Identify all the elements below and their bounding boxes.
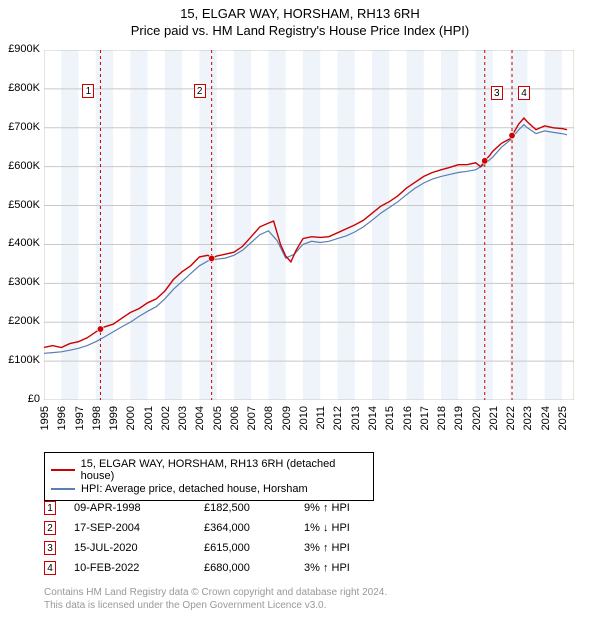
legend-label: HPI: Average price, detached house, Hors… xyxy=(81,483,308,495)
sales-row-marker: 4 xyxy=(44,561,56,575)
x-tick-label: 2017 xyxy=(419,406,431,430)
x-tick-label: 2011 xyxy=(315,406,327,430)
y-tick-label: £700K xyxy=(0,121,40,133)
y-tick-label: £100K xyxy=(0,354,40,366)
x-tick-label: 1997 xyxy=(74,406,86,430)
x-tick-label: 2010 xyxy=(298,406,310,430)
sales-row-diff: 3% ↑ HPI xyxy=(304,542,394,554)
x-tick-label: 1998 xyxy=(91,406,103,430)
sales-row-marker: 3 xyxy=(44,541,56,555)
x-tick-label: 2020 xyxy=(471,406,483,430)
sale-marker-box: 3 xyxy=(491,86,503,100)
legend-row: 15, ELGAR WAY, HORSHAM, RH13 6RH (detach… xyxy=(51,458,367,482)
sales-row-price: £615,000 xyxy=(204,542,304,554)
x-tick-label: 2019 xyxy=(453,406,465,430)
chart-svg xyxy=(44,50,574,400)
x-tick-label: 2008 xyxy=(263,406,275,430)
y-tick-label: £600K xyxy=(0,160,40,172)
y-tick-label: £500K xyxy=(0,199,40,211)
x-tick-label: 2009 xyxy=(281,406,293,430)
title-subtitle: Price paid vs. HM Land Registry's House … xyxy=(0,23,600,38)
sales-row: 1 09-APR-1998£182,5009% ↑ HPI xyxy=(44,498,394,518)
x-tick-label: 2015 xyxy=(384,406,396,430)
sales-row-date: 17-SEP-2004 xyxy=(74,522,204,534)
sales-row-price: £364,000 xyxy=(204,522,304,534)
x-tick-label: 2001 xyxy=(143,406,155,430)
sales-row-price: £680,000 xyxy=(204,562,304,574)
sales-row-marker: 1 xyxy=(44,501,56,515)
sales-row-marker: 2 xyxy=(44,521,56,535)
x-tick-label: 2004 xyxy=(194,406,206,430)
sales-row-date: 15-JUL-2020 xyxy=(74,542,204,554)
legend-label: 15, ELGAR WAY, HORSHAM, RH13 6RH (detach… xyxy=(81,458,367,482)
y-tick-label: £900K xyxy=(0,43,40,55)
x-tick-label: 1996 xyxy=(56,406,68,430)
legend: 15, ELGAR WAY, HORSHAM, RH13 6RH (detach… xyxy=(44,452,374,501)
sale-marker-box: 4 xyxy=(518,86,530,100)
footer-line2: This data is licensed under the Open Gov… xyxy=(44,599,387,612)
x-tick-label: 2007 xyxy=(246,406,258,430)
x-tick-label: 2002 xyxy=(160,406,172,430)
x-tick-label: 2006 xyxy=(229,406,241,430)
x-tick-label: 2023 xyxy=(522,406,534,430)
x-tick-label: 2018 xyxy=(436,406,448,430)
x-tick-label: 2024 xyxy=(540,406,552,430)
sales-row-date: 10-FEB-2022 xyxy=(74,562,204,574)
y-tick-label: £300K xyxy=(0,276,40,288)
sales-row-price: £182,500 xyxy=(204,502,304,514)
legend-row: HPI: Average price, detached house, Hors… xyxy=(51,483,367,495)
legend-swatch xyxy=(51,469,75,471)
y-tick-label: £800K xyxy=(0,82,40,94)
x-tick-label: 2000 xyxy=(125,406,137,430)
sales-row: 4 10-FEB-2022£680,0003% ↑ HPI xyxy=(44,558,394,578)
sale-marker-box: 2 xyxy=(194,84,206,98)
title-address: 15, ELGAR WAY, HORSHAM, RH13 6RH xyxy=(0,6,600,21)
sales-table: 1 09-APR-1998£182,5009% ↑ HPI 2 17-SEP-2004… xyxy=(44,498,394,578)
sales-row-diff: 9% ↑ HPI xyxy=(304,502,394,514)
sale-marker-box: 1 xyxy=(82,84,94,98)
sales-row: 2 17-SEP-2004£364,0001% ↓ HPI xyxy=(44,518,394,538)
y-tick-label: £0 xyxy=(0,393,40,405)
x-tick-label: 2016 xyxy=(402,406,414,430)
x-tick-label: 2021 xyxy=(488,406,500,430)
chart xyxy=(44,50,574,400)
sales-row-diff: 1% ↓ HPI xyxy=(304,522,394,534)
x-tick-label: 2025 xyxy=(557,406,569,430)
sales-row-date: 09-APR-1998 xyxy=(74,502,204,514)
x-tick-label: 2003 xyxy=(177,406,189,430)
sales-row: 3 15-JUL-2020£615,0003% ↑ HPI xyxy=(44,538,394,558)
footer-attribution: Contains HM Land Registry data © Crown c… xyxy=(44,586,387,612)
page-container: 15, ELGAR WAY, HORSHAM, RH13 6RH Price p… xyxy=(0,0,600,620)
x-tick-label: 2012 xyxy=(332,406,344,430)
legend-swatch xyxy=(51,488,75,490)
x-tick-label: 2022 xyxy=(505,406,517,430)
x-tick-label: 1995 xyxy=(39,406,51,430)
x-tick-label: 2014 xyxy=(367,406,379,430)
title-block: 15, ELGAR WAY, HORSHAM, RH13 6RH Price p… xyxy=(0,0,600,38)
y-tick-label: £400K xyxy=(0,237,40,249)
x-tick-label: 2005 xyxy=(212,406,224,430)
x-tick-label: 1999 xyxy=(108,406,120,430)
x-tick-label: 2013 xyxy=(350,406,362,430)
y-tick-label: £200K xyxy=(0,315,40,327)
sales-row-diff: 3% ↑ HPI xyxy=(304,562,394,574)
footer-line1: Contains HM Land Registry data © Crown c… xyxy=(44,586,387,599)
